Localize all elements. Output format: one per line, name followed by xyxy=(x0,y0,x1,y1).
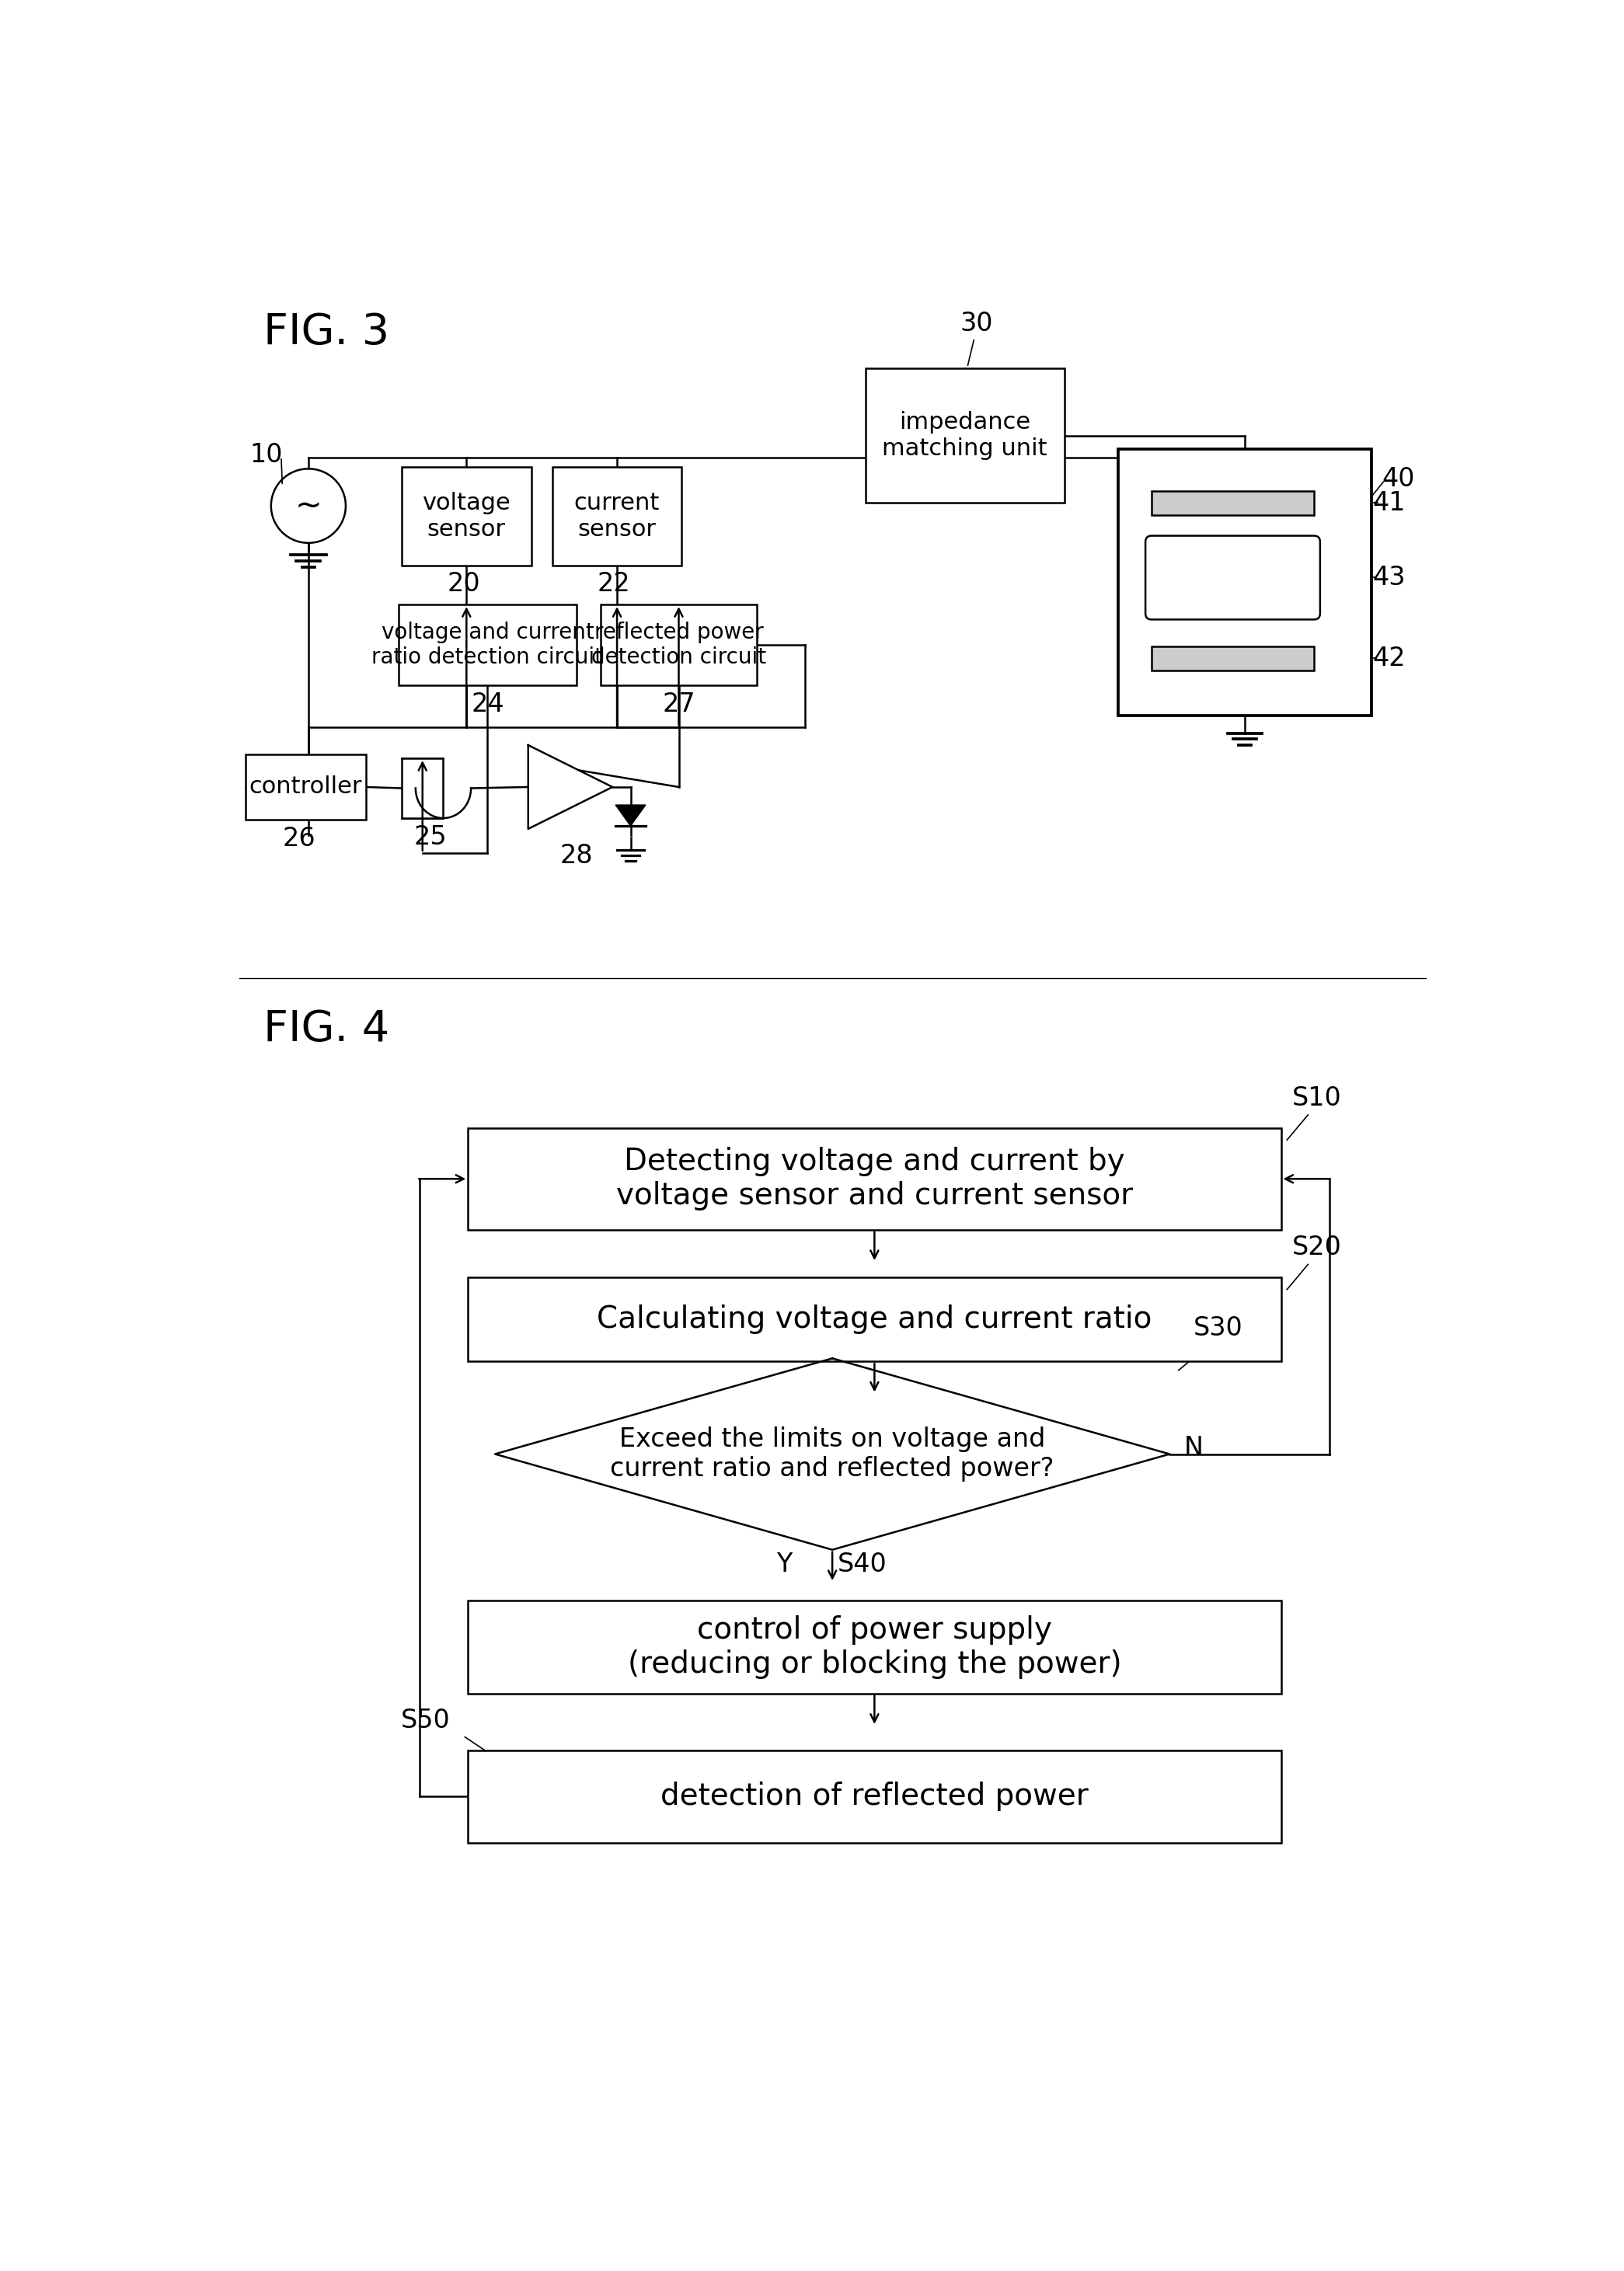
Text: S50: S50 xyxy=(401,1708,450,1733)
Text: reflected power
detection circuit: reflected power detection circuit xyxy=(591,622,767,668)
Text: Detecting voltage and current by
voltage sensor and current sensor: Detecting voltage and current by voltage… xyxy=(615,1147,1134,1210)
Text: N: N xyxy=(1184,1435,1203,1460)
Text: 41: 41 xyxy=(1372,491,1406,516)
Text: FIG. 3: FIG. 3 xyxy=(263,311,390,354)
Text: FIG. 4: FIG. 4 xyxy=(263,1008,390,1049)
Text: 26: 26 xyxy=(283,827,317,852)
Text: S40: S40 xyxy=(838,1551,887,1578)
Text: Y: Y xyxy=(776,1551,793,1578)
Text: 43: 43 xyxy=(1372,565,1406,590)
Bar xyxy=(401,759,443,818)
Polygon shape xyxy=(528,745,612,829)
Text: control of power supply
(reducing or blocking the power): control of power supply (reducing or blo… xyxy=(627,1615,1122,1678)
Text: 20: 20 xyxy=(447,570,481,597)
Bar xyxy=(245,754,365,820)
Text: voltage
sensor: voltage sensor xyxy=(422,493,510,540)
Text: 25: 25 xyxy=(414,824,447,849)
Bar xyxy=(468,1129,1281,1229)
Text: detection of reflected power: detection of reflected power xyxy=(661,1783,1088,1812)
Text: impedance
matching unit: impedance matching unit xyxy=(882,411,1047,459)
Text: 40: 40 xyxy=(1382,466,1415,493)
Bar xyxy=(1151,647,1314,670)
Text: Calculating voltage and current ratio: Calculating voltage and current ratio xyxy=(598,1304,1151,1333)
Bar xyxy=(1151,491,1314,516)
Text: 27: 27 xyxy=(663,693,695,718)
Bar xyxy=(401,468,531,565)
Text: voltage and current
ratio detection circuit: voltage and current ratio detection circ… xyxy=(372,622,604,668)
Text: S10: S10 xyxy=(1293,1086,1341,1111)
Bar xyxy=(866,368,1064,502)
Text: 28: 28 xyxy=(560,843,593,868)
Text: current
sensor: current sensor xyxy=(575,493,659,540)
Bar xyxy=(1119,450,1371,715)
Text: controller: controller xyxy=(248,777,362,799)
Bar xyxy=(468,1751,1281,1842)
Text: 30: 30 xyxy=(960,311,994,336)
Polygon shape xyxy=(495,1358,1169,1549)
Text: 42: 42 xyxy=(1372,645,1406,672)
Bar xyxy=(601,604,757,686)
Text: ~: ~ xyxy=(296,491,322,522)
Text: 10: 10 xyxy=(250,443,283,468)
Text: 22: 22 xyxy=(598,570,630,597)
Bar xyxy=(468,1601,1281,1694)
Polygon shape xyxy=(615,804,646,827)
Text: S30: S30 xyxy=(1194,1315,1242,1342)
FancyBboxPatch shape xyxy=(1145,536,1320,620)
Text: 24: 24 xyxy=(471,693,503,718)
Text: S20: S20 xyxy=(1293,1235,1341,1260)
Text: Exceed the limits on voltage and
current ratio and reflected power?: Exceed the limits on voltage and current… xyxy=(611,1426,1054,1481)
Bar xyxy=(552,468,682,565)
Bar xyxy=(468,1279,1281,1360)
Bar xyxy=(400,604,577,686)
